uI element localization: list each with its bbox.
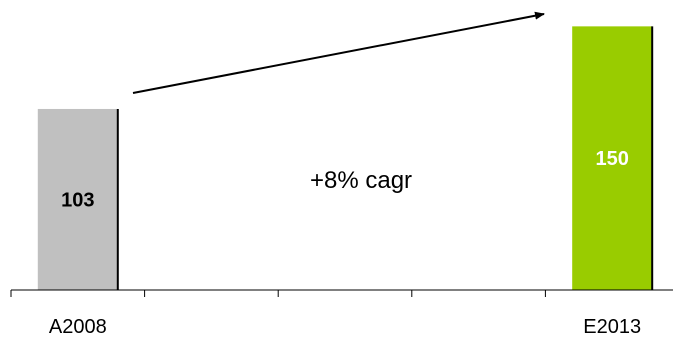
data-label-A2008: 103 bbox=[61, 189, 94, 211]
tick-label-A2008: A2008 bbox=[49, 316, 107, 338]
bar-E2013 bbox=[572, 26, 653, 290]
cagr-annotation: +8% cagr bbox=[310, 167, 412, 194]
data-label-E2013: 150 bbox=[596, 148, 629, 170]
tick-label-E2013: E2013 bbox=[583, 316, 641, 338]
bar-A2008 bbox=[37, 108, 118, 290]
growth-arrow bbox=[132, 11, 545, 94]
